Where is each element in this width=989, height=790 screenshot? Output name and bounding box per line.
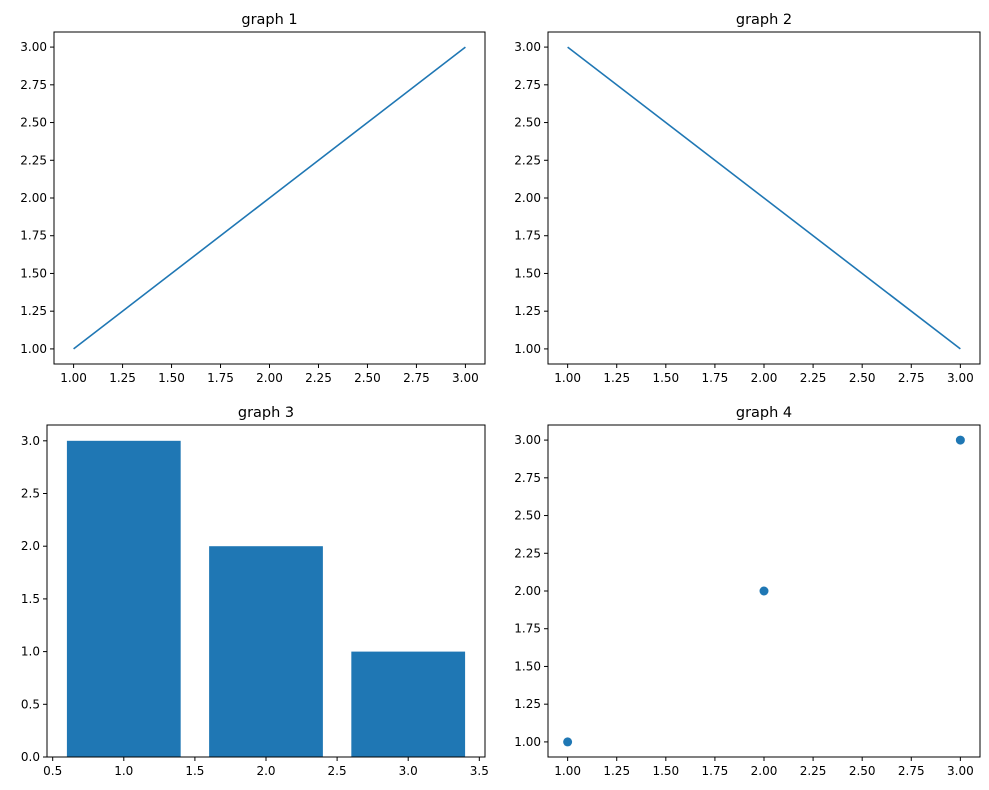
plot-area <box>563 435 965 747</box>
x-tick-label: 1.75 <box>702 371 729 385</box>
y-tick-label: 1.50 <box>20 266 47 280</box>
y-tick-label: 1.75 <box>20 229 47 243</box>
panel-graph-3: graph 3 0.5 1.0 1.5 2.0 2.5 3.0 3.50.00.51.01.… <box>21 405 489 778</box>
y-tick-label: 3.0 <box>21 434 40 448</box>
x-tick-label: 3.00 <box>947 371 974 385</box>
x-tick-label: 1.0 <box>114 764 133 778</box>
y-tick-label: 1.50 <box>514 266 541 280</box>
y-tick-label: 2.75 <box>514 78 541 92</box>
x-tick-label: 3.00 <box>947 764 974 778</box>
y-axis: 1.00 1.25 1.50 1.75 2.00 2.25 2.50 2.75 3.00 <box>514 433 548 749</box>
y-tick-label: 3.00 <box>20 40 47 54</box>
x-tick-label: 1.00 <box>554 371 581 385</box>
y-tick-label: 1.50 <box>514 659 541 673</box>
x-tick-label: 2.25 <box>800 371 827 385</box>
x-tick-label: 1.00 <box>554 764 581 778</box>
x-tick-label: 2.00 <box>751 764 778 778</box>
x-tick-label: 1.50 <box>652 764 679 778</box>
y-tick-label: 3.00 <box>514 40 541 54</box>
x-tick-label: 1.25 <box>109 371 136 385</box>
y-tick-label: 2.50 <box>514 116 541 130</box>
x-tick-label: 1.25 <box>603 764 630 778</box>
x-tick-label: 2.75 <box>403 371 430 385</box>
y-tick-label: 1.25 <box>514 697 541 711</box>
series-line <box>73 46 466 350</box>
y-tick-label: 0.5 <box>21 697 40 711</box>
x-axis: 0.5 1.0 1.5 2.0 2.5 3.0 3.5 <box>43 757 489 778</box>
y-tick-label: 2.50 <box>20 116 47 130</box>
x-tick-label: 1.25 <box>603 371 630 385</box>
x-tick-label: 1.5 <box>185 764 204 778</box>
chart-title: graph 4 <box>736 405 792 421</box>
y-tick-label: 2.5 <box>21 487 40 501</box>
x-tick-label: 2.50 <box>849 764 876 778</box>
x-tick-label: 2.25 <box>800 764 827 778</box>
scatter-point <box>563 737 573 747</box>
x-tick-label: 2.75 <box>898 764 925 778</box>
y-tick-label: 2.25 <box>514 546 541 560</box>
scatter-point <box>759 586 769 596</box>
y-tick-label: 2.75 <box>20 78 47 92</box>
y-axis: 1.00 1.25 1.50 1.75 2.00 2.25 2.50 2.75 3.00 <box>20 40 54 356</box>
bar <box>66 440 181 757</box>
x-tick-label: 1.50 <box>652 371 679 385</box>
x-tick-label: 2.50 <box>354 371 381 385</box>
y-tick-label: 1.25 <box>20 304 47 318</box>
x-tick-label: 1.00 <box>60 371 87 385</box>
y-axis: 0.0 0.5 1.0 1.5 2.0 2.5 3.0 <box>21 434 47 764</box>
y-tick-label: 3.00 <box>514 433 541 447</box>
y-tick-label: 1.75 <box>514 622 541 636</box>
panel-graph-2: graph 2 1.00 1.25 1.50 1.75 2.00 2.25 2.50 2.75… <box>514 12 981 385</box>
plot-area <box>567 46 961 350</box>
x-tick-label: 2.00 <box>256 371 283 385</box>
scatter-point <box>955 435 965 445</box>
chart-title: graph 2 <box>736 12 792 28</box>
bar <box>209 546 323 757</box>
y-tick-label: 1.75 <box>514 229 541 243</box>
y-tick-label: 1.00 <box>514 735 541 749</box>
y-tick-label: 2.25 <box>514 153 541 167</box>
y-tick-label: 2.00 <box>20 191 47 205</box>
y-tick-label: 1.00 <box>514 342 541 356</box>
x-axis: 1.00 1.25 1.50 1.75 2.00 2.25 2.50 2.75 3.00 <box>554 757 974 778</box>
y-tick-label: 1.5 <box>21 592 40 606</box>
y-tick-label: 2.0 <box>21 539 40 553</box>
x-tick-label: 3.0 <box>399 764 418 778</box>
y-tick-label: 1.25 <box>514 304 541 318</box>
y-tick-label: 2.00 <box>514 191 541 205</box>
x-tick-label: 2.00 <box>751 371 778 385</box>
x-axis: 1.00 1.25 1.50 1.75 2.00 2.25 2.50 2.75 3.00 <box>554 364 974 385</box>
x-tick-label: 2.5 <box>328 764 347 778</box>
x-tick-label: 2.0 <box>256 764 275 778</box>
x-tick-label: 2.25 <box>305 371 332 385</box>
y-tick-label: 1.00 <box>20 342 47 356</box>
x-tick-label: 3.5 <box>470 764 489 778</box>
bar <box>351 651 466 757</box>
y-tick-label: 2.25 <box>20 153 47 167</box>
x-tick-label: 1.75 <box>702 764 729 778</box>
y-axis: 1.00 1.25 1.50 1.75 2.00 2.25 2.50 2.75 3.00 <box>514 40 548 356</box>
x-tick-label: 1.75 <box>207 371 234 385</box>
x-tick-label: 2.75 <box>898 371 925 385</box>
y-tick-label: 2.75 <box>514 471 541 485</box>
x-tick-label: 1.50 <box>158 371 185 385</box>
plot-area <box>73 46 466 350</box>
y-tick-label: 2.00 <box>514 584 541 598</box>
plot-area <box>66 440 466 757</box>
panel-graph-4: graph 4 1.00 1.25 1.50 1.75 2.00 2.25 2.50 2.75… <box>514 405 981 778</box>
chart-title: graph 1 <box>241 12 297 28</box>
y-tick-label: 2.50 <box>514 509 541 523</box>
x-tick-label: 0.5 <box>43 764 62 778</box>
x-tick-label: 3.00 <box>452 371 479 385</box>
panel-graph-1: graph 1 1.00 1.25 1.50 1.75 2.00 2.25 2.50 2.75… <box>20 12 486 385</box>
y-tick-label: 1.0 <box>21 645 40 659</box>
x-tick-label: 2.50 <box>849 371 876 385</box>
x-axis: 1.00 1.25 1.50 1.75 2.00 2.25 2.50 2.75 3.00 <box>60 364 479 385</box>
series-line <box>567 46 961 350</box>
chart-title: graph 3 <box>238 405 294 421</box>
y-tick-label: 0.0 <box>21 750 40 764</box>
